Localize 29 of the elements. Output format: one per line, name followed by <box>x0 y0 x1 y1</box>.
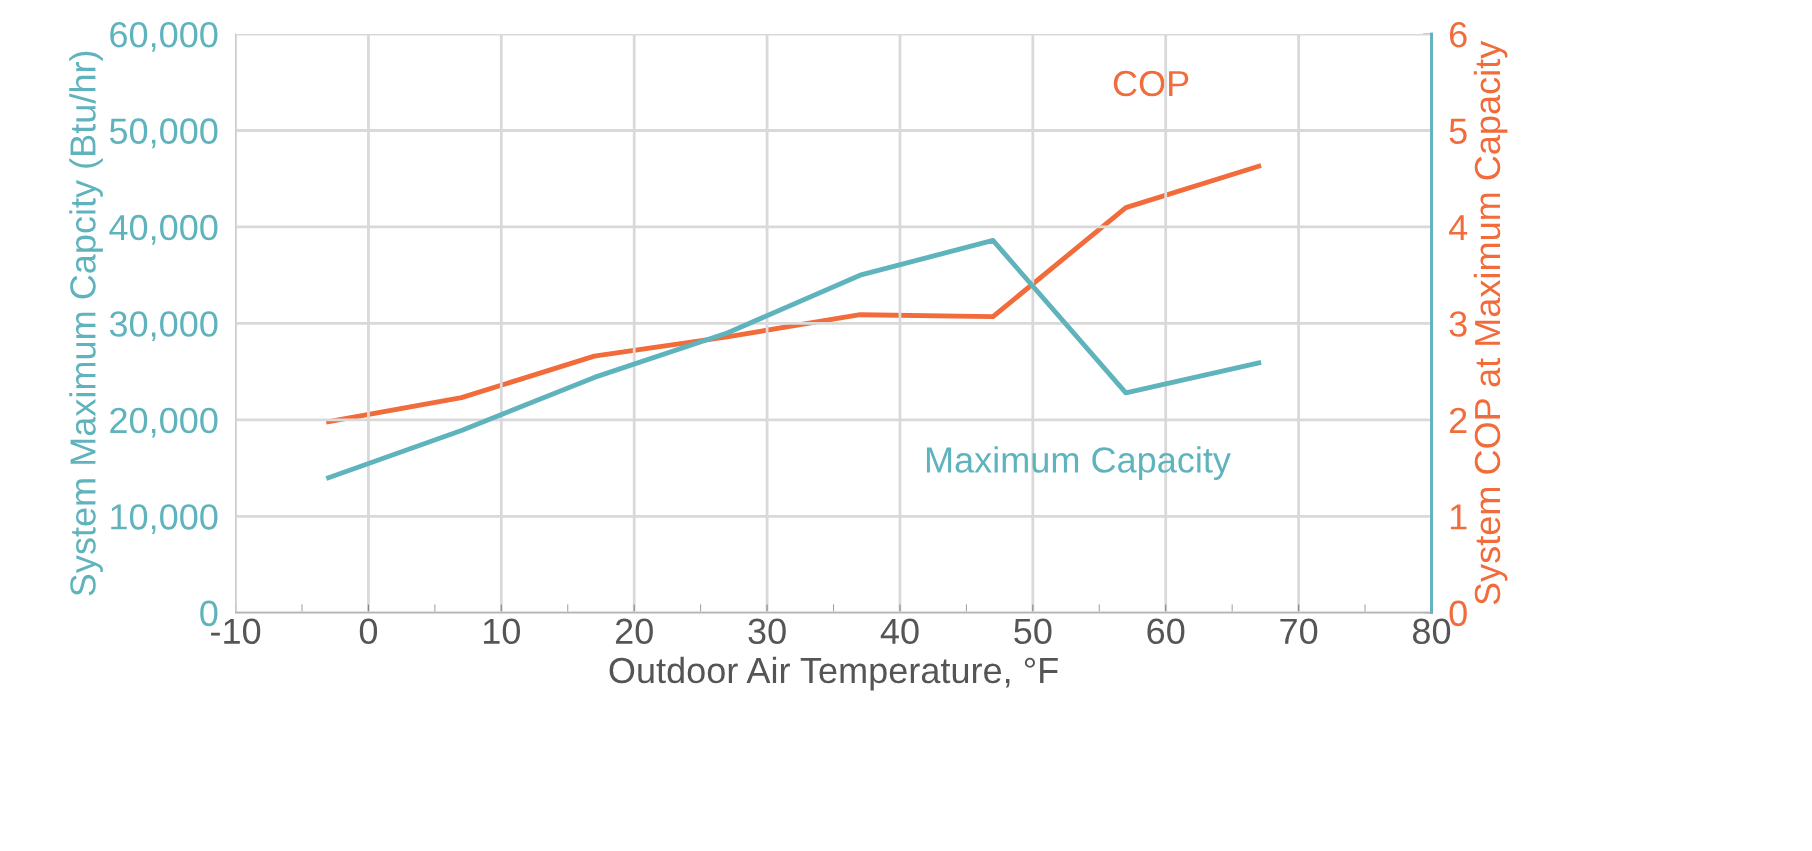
y-tick-label: 20,000 <box>110 407 218 438</box>
y-tick-label: 30,000 <box>109 311 218 342</box>
y2-tick-label: 0 <box>1449 600 1467 627</box>
y-axis-title: System Maximum Capcity (Btu/hr) <box>69 51 103 596</box>
x-tick-label: 0 <box>359 618 378 645</box>
y2-tick-label: 6 <box>1449 21 1467 48</box>
y2-tick-label: 1 <box>1450 504 1467 530</box>
y-tick-label: 10,000 <box>111 504 218 534</box>
text: COP <box>1113 70 1189 97</box>
y2-tick-label: 2 <box>1449 407 1467 433</box>
x-tick-label: 50 <box>1014 618 1052 645</box>
x-tick-label: 20 <box>615 618 653 645</box>
x-tick-label: 30 <box>748 618 786 645</box>
y2-axis-title: System COP at Maximum Capacity <box>1473 40 1508 605</box>
y-tick-label: 50,000 <box>109 118 218 149</box>
x-tick-label: 40 <box>880 618 919 645</box>
y-tick-label: 60,000 <box>110 21 218 52</box>
x-tick-label: 70 <box>1280 618 1318 645</box>
line-series <box>326 238 1262 481</box>
x-axis-title: Outdoor Air Temperature, °F <box>609 656 1058 691</box>
y2-tick-label: 5 <box>1449 118 1467 144</box>
x-tick-label: 80 <box>1412 618 1451 645</box>
line-series <box>326 163 1262 425</box>
y2-tick-label: 3 <box>1449 311 1467 337</box>
x-tick-label: 60 <box>1147 618 1185 645</box>
x-tick-label: 10 <box>483 618 520 645</box>
text: Maximum Capacity <box>926 446 1231 480</box>
y2-tick-label: 4 <box>1448 215 1468 241</box>
y-tick-label: 40,000 <box>109 214 218 245</box>
